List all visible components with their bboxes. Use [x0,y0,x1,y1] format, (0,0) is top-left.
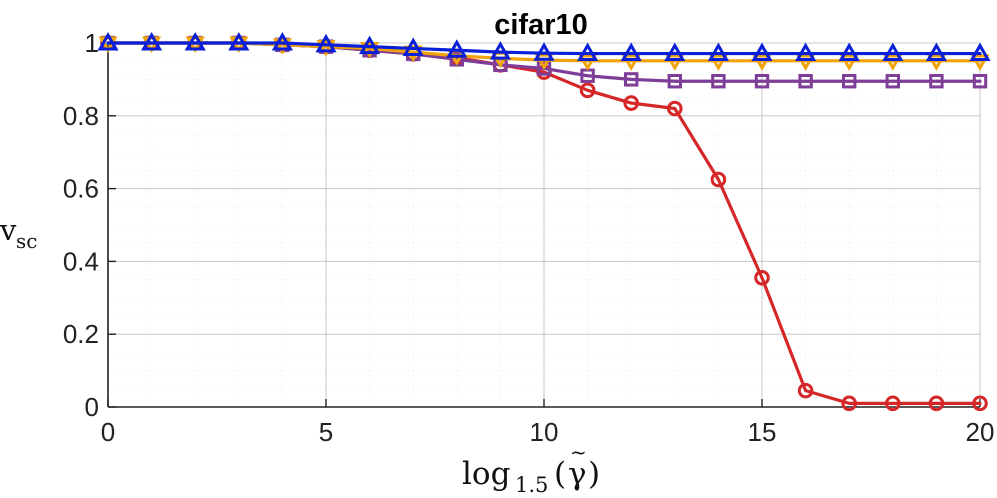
x-axis-label-main: log [462,456,510,492]
x-tick-label: 5 [319,417,333,447]
data-point-triangle-up [707,42,729,62]
data-point-triangle-up [577,42,599,62]
data-point-triangle-down [359,41,380,59]
data-point-circle [928,395,945,412]
data-point-circle [754,269,770,286]
x-axis-label-accent: ~ [570,440,587,464]
data-point-triangle-up [533,42,555,61]
data-point-triangle-up [838,42,860,62]
series-layer [97,31,991,412]
data-point-square [624,72,639,87]
grid-layer [107,42,981,408]
x-axis-label-subscript: 1.5 [515,473,548,497]
x-tick-label: 10 [530,417,559,447]
y-tick-label: 0.4 [63,246,99,276]
data-point-circle [972,395,988,412]
data-point-triangle-down [577,54,598,71]
data-point-triangle-up [795,42,817,62]
x-tick-label: 0 [101,417,115,447]
data-point-triangle-up [446,39,468,58]
data-point-square [754,74,770,89]
x-axis-label-close-paren: ) [588,456,600,492]
data-point-triangle-down [665,54,685,71]
data-point-triangle-down [883,54,903,71]
data-point-circle [623,95,640,111]
data-point-triangle-down [752,54,772,71]
data-point-triangle-up [620,42,642,62]
y-axis-label-subscript: sc [16,229,37,253]
y-tick-label: 0.8 [63,101,99,131]
x-axis-label-open-paren: ( [554,456,566,492]
data-point-triangle-up [925,42,947,62]
data-point-square [972,74,988,89]
data-point-triangle-down [795,54,816,71]
data-point-triangle-up [664,42,686,62]
y-axis-label-main: v [0,213,17,247]
y-tick-label: 0.6 [63,174,99,204]
data-point-triangle-up [882,42,904,62]
series-line [106,41,982,56]
data-point-square [842,74,857,89]
data-point-square [885,74,900,89]
data-point-square [929,74,944,89]
data-point-triangle-down [534,53,554,71]
data-point-circle [579,82,596,99]
data-point-triangle-up [271,31,293,51]
data-point-triangle-up [97,31,119,51]
x-tick-label: 20 [966,417,995,447]
data-point-square [536,61,552,76]
y-tick-label: 1 [85,28,99,58]
data-point-triangle-down [708,54,729,71]
data-point-circle [667,100,683,117]
data-point-triangle-down [316,40,336,57]
axes-layer: 0 5 10 15 20 0 0.2 0.4 0.6 0.8 1 [63,28,995,447]
data-point-triangle-up [228,31,250,51]
data-point-triangle-down [926,54,947,71]
chart-title: cifar10 [494,9,588,41]
series-blue-up-triangle [97,31,991,62]
data-point-triangle-up [315,33,337,53]
data-point-circle [841,395,858,412]
x-tick-label: 15 [748,417,777,447]
data-point-triangle-down [839,54,859,71]
y-tick-label: 0.2 [63,319,99,349]
data-point-triangle-up [402,37,424,56]
data-point-square [711,74,726,89]
x-axis-label: log 1.5 ( γ ~ ) [462,440,600,497]
data-point-triangle-up [184,31,206,51]
data-point-circle [710,171,727,188]
data-point-triangle-up [751,42,773,62]
y-axis-label: v sc [0,213,37,253]
data-point-triangle-up [359,35,381,55]
data-point-square [798,74,813,89]
data-point-square [667,74,682,89]
x-axis-label-argument: γ [568,456,587,492]
y-tick-label: 0 [85,392,99,422]
data-point-triangle-up [969,42,991,62]
data-point-triangle-down [272,38,293,55]
data-point-triangle-up [141,31,163,51]
data-point-triangle-down [621,54,641,71]
data-point-circle [797,382,814,399]
data-point-circle [885,395,901,412]
data-point-triangle-down [970,54,990,71]
data-point-triangle-up [489,41,511,60]
